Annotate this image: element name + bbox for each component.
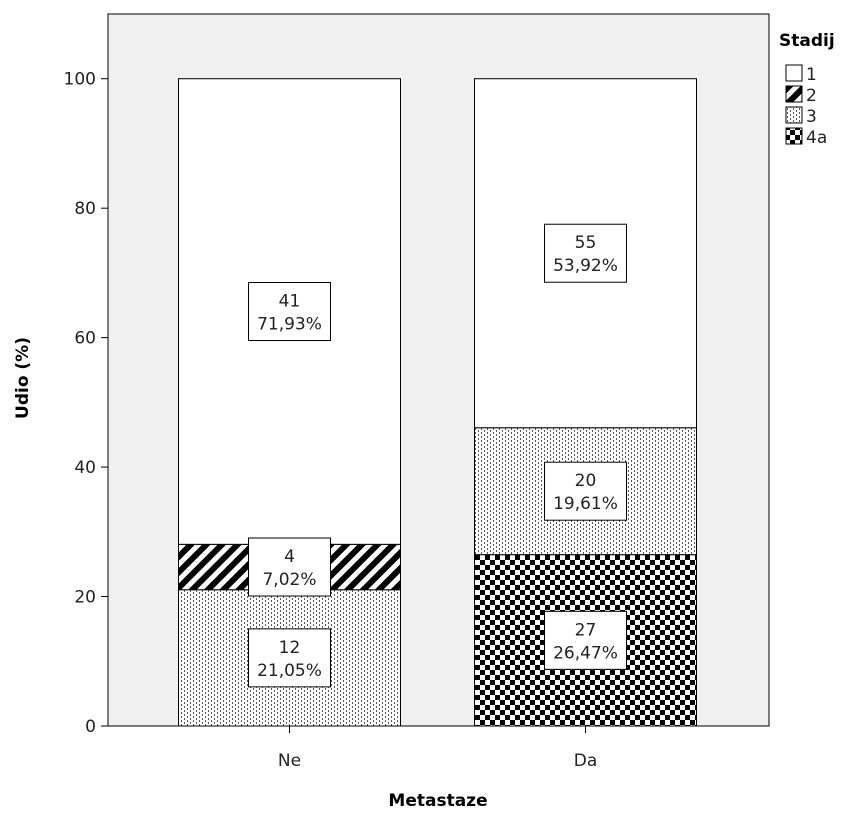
data-label-count-Ne-2: 4	[284, 547, 295, 567]
bars-group: 12 21,05% 4 7,02% 41 71,93% 27 26,47% 20 19,61% 55…	[178, 78, 697, 727]
y-axis: 0 20 40 60 80 100	[64, 14, 109, 737]
data-label-pct-Da-3: 19,61%	[553, 494, 618, 514]
data-label-pct-Da-4a: 26,47%	[553, 643, 618, 663]
data-label-pct-Da-1: 53,92%	[553, 256, 618, 276]
data-label-count-Da-4a: 27	[575, 620, 597, 640]
x-axis-title: Metastaze	[388, 791, 487, 811]
data-label-count-Da-1: 55	[575, 233, 597, 253]
data-label-box-Da-4a	[544, 610, 627, 670]
y-tick-label-20: 20	[74, 588, 96, 608]
legend-label-2: 2	[806, 86, 817, 106]
legend-label-3: 3	[806, 107, 817, 127]
y-tick-label-80: 80	[74, 199, 96, 219]
data-label-pct-Ne-2: 7,02%	[262, 570, 316, 590]
data-label-pct-Ne-3: 21,05%	[257, 661, 322, 681]
x-tick-label-Ne: Ne	[278, 751, 301, 771]
data-label-box-Da-1	[544, 223, 627, 283]
legend-label-4a: 4a	[806, 128, 827, 148]
data-label-count-Ne-3: 12	[279, 638, 301, 658]
legend-swatch-3	[785, 106, 803, 124]
data-label-box-Da-3	[544, 461, 627, 521]
x-axis: Ne Da	[108, 725, 769, 771]
legend-swatch-4a	[785, 127, 803, 145]
y-tick-label-60: 60	[74, 329, 96, 349]
legend-swatch-2	[785, 85, 803, 103]
data-label-pct-Ne-1: 71,93%	[257, 315, 322, 335]
y-tick-label-40: 40	[74, 458, 96, 478]
legend-label-1: 1	[806, 65, 817, 85]
data-label-box-Ne-3	[248, 628, 331, 688]
legend-swatch-1	[785, 64, 803, 82]
y-tick-label-100: 100	[64, 70, 96, 90]
y-tick-label-0: 0	[85, 717, 96, 737]
data-label-count-Ne-1: 41	[279, 292, 301, 312]
x-tick-label-Da: Da	[574, 751, 598, 771]
data-label-box-Ne-2	[248, 537, 331, 597]
data-label-box-Ne-1	[248, 282, 331, 342]
data-label-count-Da-3: 20	[575, 471, 597, 491]
legend-title: Stadij	[779, 31, 835, 51]
y-axis-title: Udio (%)	[13, 337, 33, 419]
